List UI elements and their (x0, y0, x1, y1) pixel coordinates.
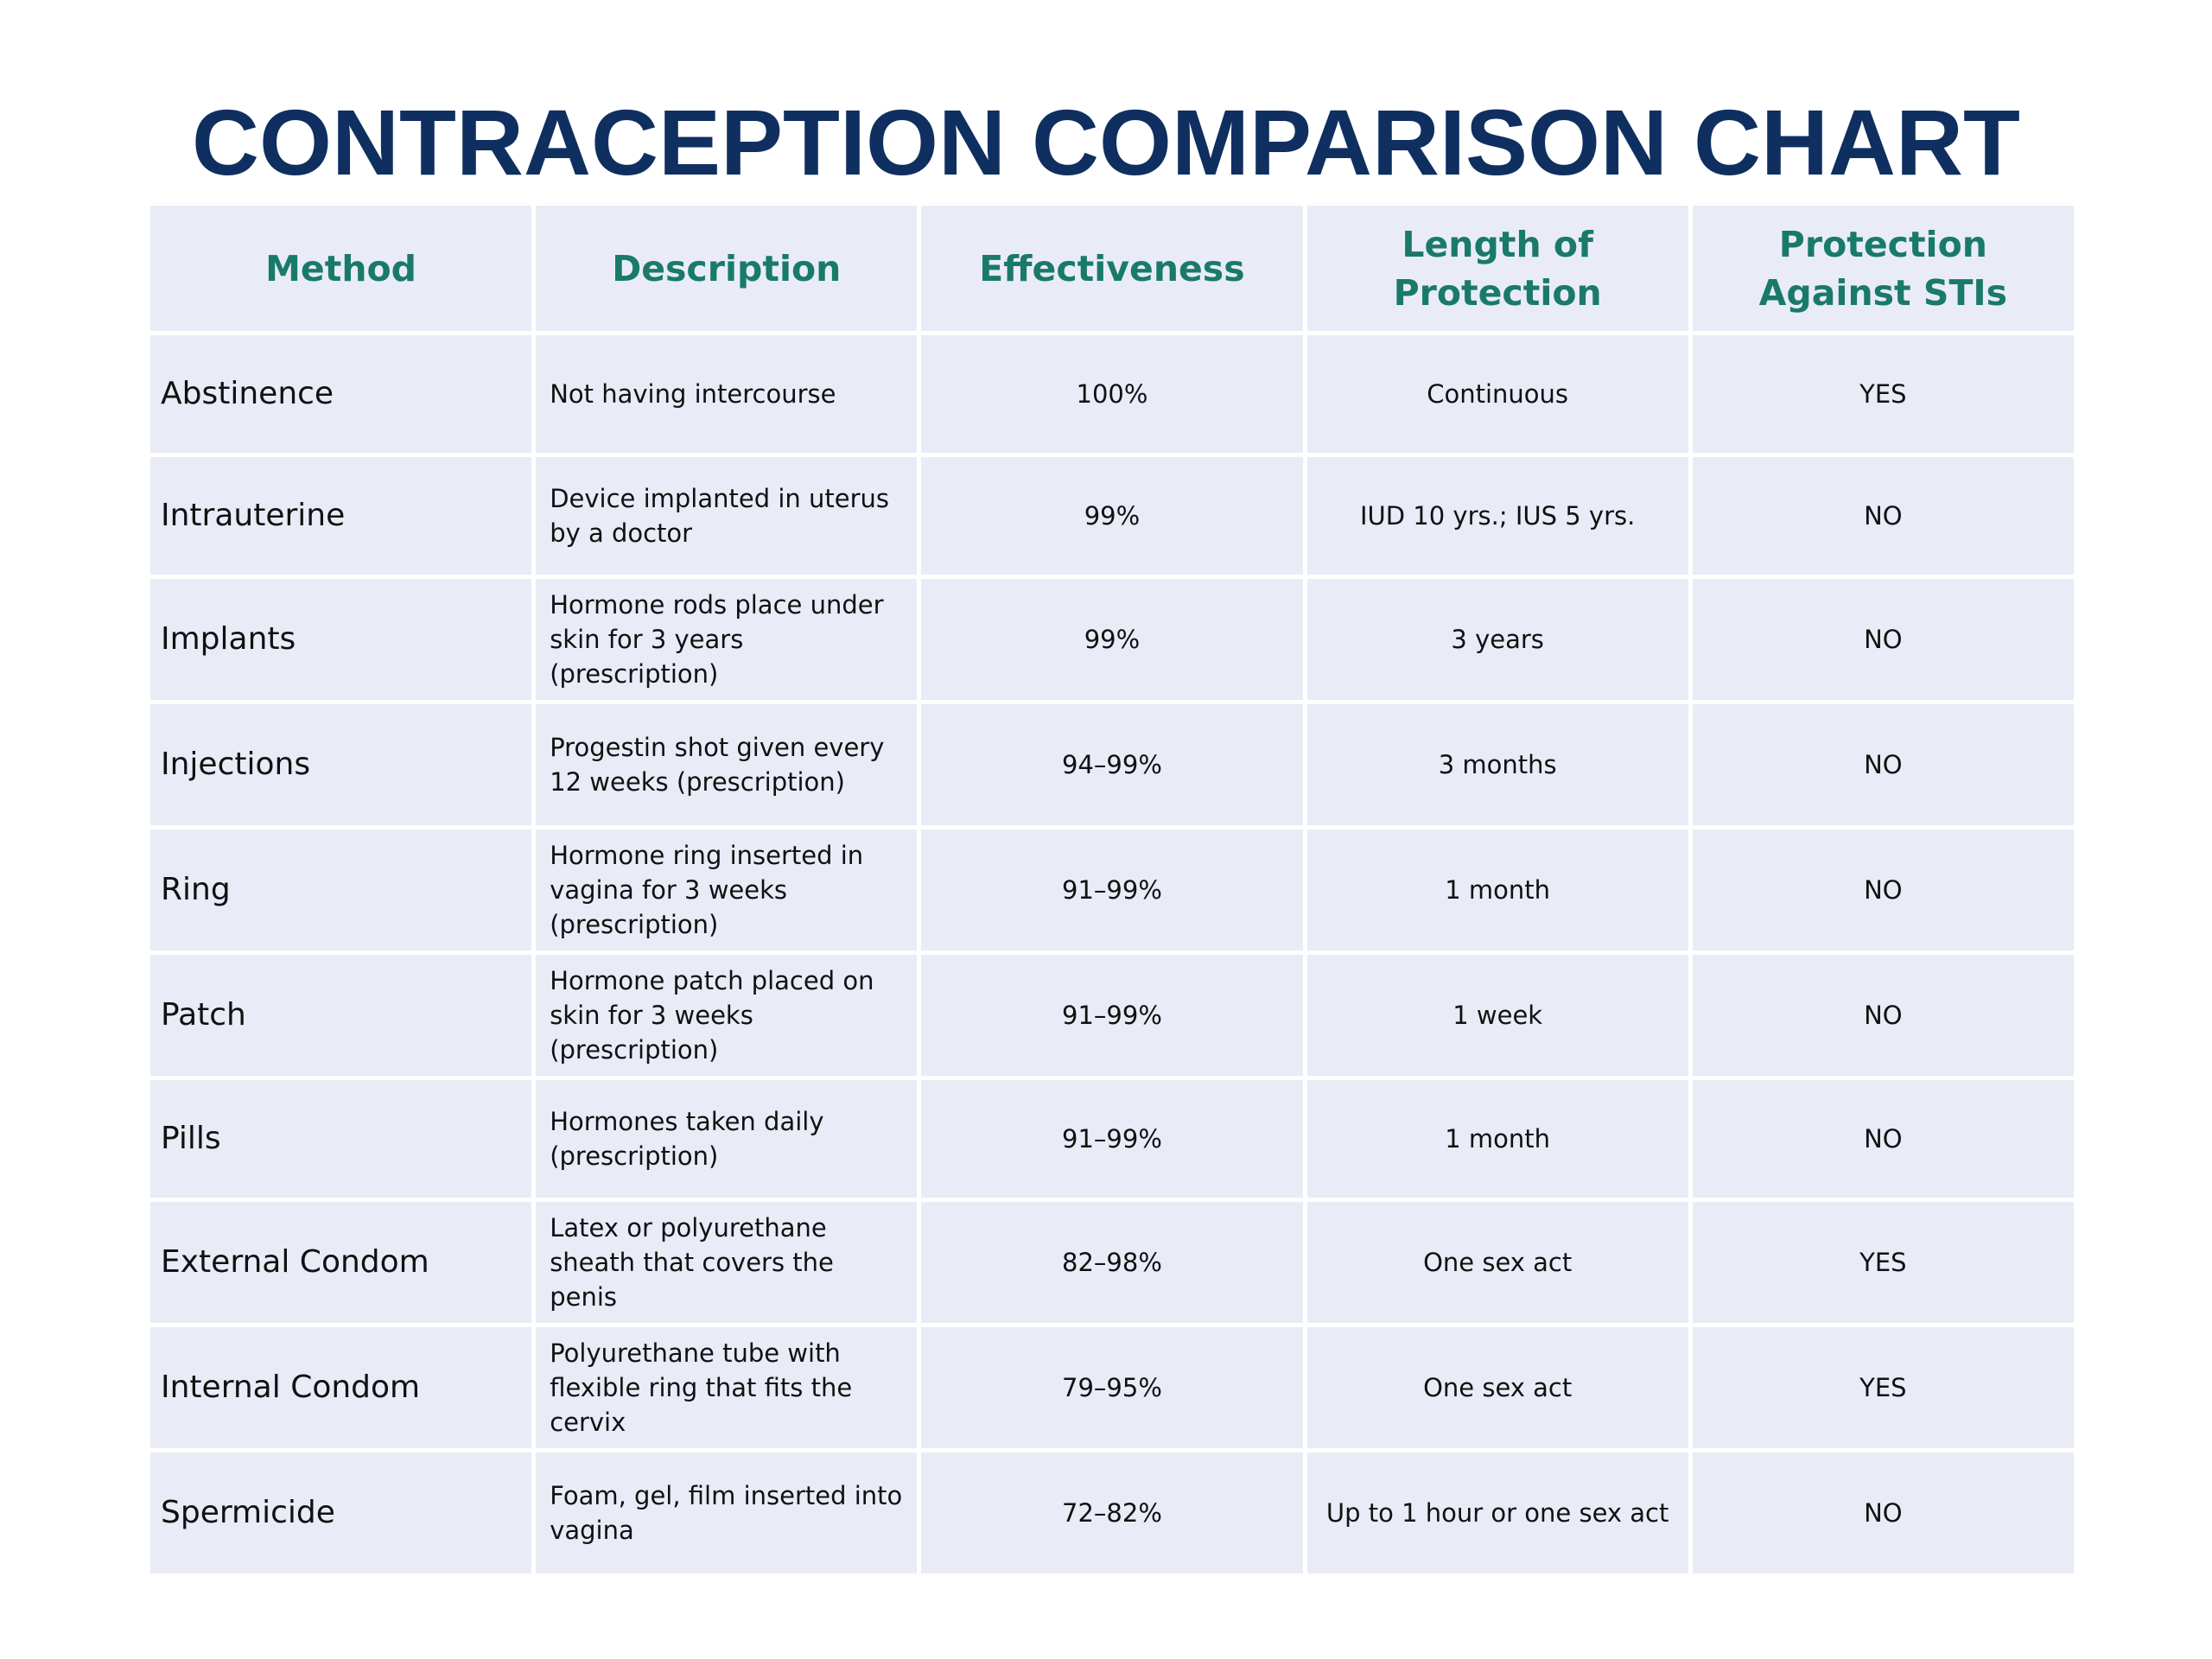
table-row: External Condom Latex or polyurethane sh… (150, 1202, 2074, 1323)
effectiveness-cell: 79–95% (921, 1327, 1303, 1448)
length-cell: One sex act (1306, 1202, 1688, 1323)
table-row: Abstinence Not having intercourse 100% C… (150, 335, 2074, 453)
description-cell: Hormone patch placed on skin for 3 weeks… (536, 955, 918, 1076)
description-cell: Not having intercourse (536, 335, 918, 453)
effectiveness-cell: 72–82% (921, 1452, 1303, 1573)
effectiveness-cell: 91–99% (921, 830, 1303, 950)
method-cell: Spermicide (150, 1452, 532, 1573)
effectiveness-cell: 99% (921, 457, 1303, 575)
sti-cell: YES (1692, 1327, 2074, 1448)
sti-cell: NO (1692, 704, 2074, 825)
length-cell: 3 years (1306, 579, 1688, 700)
method-cell: Injections (150, 704, 532, 825)
column-header-method: Method (150, 206, 532, 331)
effectiveness-cell: 100% (921, 335, 1303, 453)
method-cell: Internal Condom (150, 1327, 532, 1448)
length-cell: Continuous (1306, 335, 1688, 453)
sti-cell: NO (1692, 1080, 2074, 1198)
length-cell: 1 week (1306, 955, 1688, 1076)
length-cell: Up to 1 hour or one sex act (1306, 1452, 1688, 1573)
sti-cell: YES (1692, 1202, 2074, 1323)
description-cell: Polyurethane tube with flexible ring tha… (536, 1327, 918, 1448)
description-cell: Hormones taken daily (prescription) (536, 1080, 918, 1198)
effectiveness-cell: 91–99% (921, 1080, 1303, 1198)
method-cell: Intrauterine (150, 457, 532, 575)
column-header-description: Description (536, 206, 918, 331)
description-cell: Hormone rods place under skin for 3 year… (536, 579, 918, 700)
sti-cell: NO (1692, 457, 2074, 575)
effectiveness-cell: 94–99% (921, 704, 1303, 825)
effectiveness-cell: 99% (921, 579, 1303, 700)
method-cell: Pills (150, 1080, 532, 1198)
method-cell: Abstinence (150, 335, 532, 453)
length-cell: 1 month (1306, 830, 1688, 950)
method-cell: Patch (150, 955, 532, 1076)
description-cell: Latex or polyurethane sheath that covers… (536, 1202, 918, 1323)
table-row: Implants Hormone rods place under skin f… (150, 579, 2074, 700)
table-row: Intrauterine Device implanted in uterus … (150, 457, 2074, 575)
description-cell: Hormone ring inserted in vagina for 3 we… (536, 830, 918, 950)
page-title: CONTRACEPTION COMPARISON CHART (192, 90, 2020, 194)
length-cell: One sex act (1306, 1327, 1688, 1448)
sti-cell: NO (1692, 1452, 2074, 1573)
table-row: Pills Hormones taken daily (prescription… (150, 1080, 2074, 1198)
column-header-effectiveness: Effectiveness (921, 206, 1303, 331)
length-cell: 3 months (1306, 704, 1688, 825)
table-row: Spermicide Foam, gel, film inserted into… (150, 1452, 2074, 1573)
description-cell: Foam, gel, film inserted into vagina (536, 1452, 918, 1573)
effectiveness-cell: 91–99% (921, 955, 1303, 1076)
table-row: Injections Progestin shot given every 12… (150, 704, 2074, 825)
method-cell: Ring (150, 830, 532, 950)
method-cell: External Condom (150, 1202, 532, 1323)
sti-cell: NO (1692, 830, 2074, 950)
comparison-table-container: Method Description Effectiveness Length … (150, 206, 2074, 1578)
effectiveness-cell: 82–98% (921, 1202, 1303, 1323)
sti-cell: YES (1692, 335, 2074, 453)
description-cell: Device implanted in uterus by a doctor (536, 457, 918, 575)
header-row: Method Description Effectiveness Length … (150, 206, 2074, 331)
table-row: Patch Hormone patch placed on skin for 3… (150, 955, 2074, 1076)
length-cell: IUD 10 yrs.; IUS 5 yrs. (1306, 457, 1688, 575)
sti-cell: NO (1692, 955, 2074, 1076)
table-row: Ring Hormone ring inserted in vagina for… (150, 830, 2074, 950)
table-row: Internal Condom Polyurethane tube with f… (150, 1327, 2074, 1448)
description-cell: Progestin shot given every 12 weeks (pre… (536, 704, 918, 825)
sti-cell: NO (1692, 579, 2074, 700)
method-cell: Implants (150, 579, 532, 700)
column-header-sti-protection: Protection Against STIs (1692, 206, 2074, 331)
length-cell: 1 month (1306, 1080, 1688, 1198)
comparison-table: Method Description Effectiveness Length … (146, 201, 2078, 1578)
column-header-length: Length of Protection (1306, 206, 1688, 331)
